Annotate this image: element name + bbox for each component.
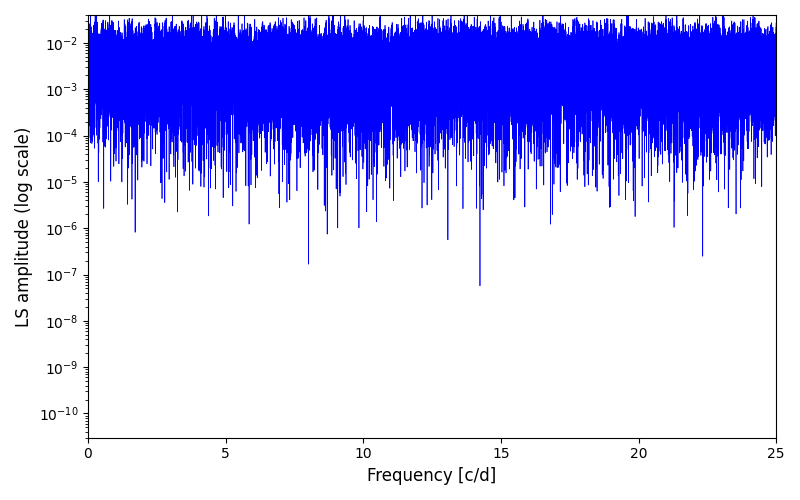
X-axis label: Frequency [c/d]: Frequency [c/d]: [367, 467, 497, 485]
Y-axis label: LS amplitude (log scale): LS amplitude (log scale): [15, 126, 33, 326]
